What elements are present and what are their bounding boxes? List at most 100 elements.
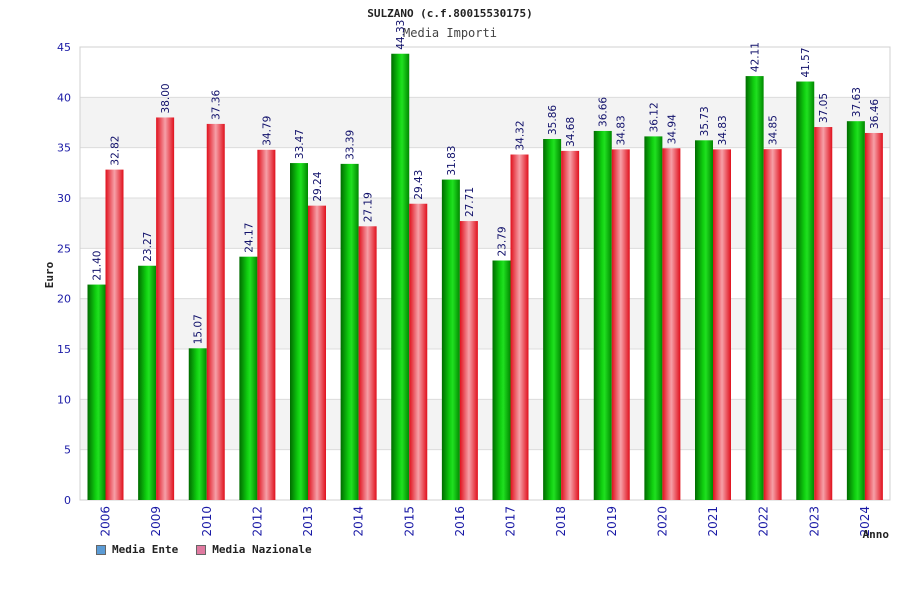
bar-media-ente <box>644 136 663 500</box>
value-label: 36.46 <box>869 99 881 129</box>
legend-item-media-nazionale: Media Nazionale <box>196 543 312 556</box>
value-label: 23.79 <box>497 226 509 256</box>
x-tick-label: 2006 <box>99 506 113 537</box>
value-label: 34.68 <box>565 117 577 147</box>
bar-media-ente <box>239 256 258 500</box>
legend-swatch-media-nazionale <box>196 544 207 555</box>
value-label: 29.43 <box>413 170 425 200</box>
value-label: 37.05 <box>818 93 830 123</box>
x-tick-label: 2024 <box>858 506 872 537</box>
value-label: 38.00 <box>160 83 172 113</box>
value-label: 37.36 <box>211 90 223 120</box>
y-tick-label: 5 <box>64 444 71 457</box>
value-label: 24.17 <box>243 223 255 253</box>
x-tick-label: 2021 <box>706 506 720 537</box>
bar-media-nazionale <box>358 226 377 500</box>
x-tick-label: 2013 <box>301 506 315 537</box>
y-tick-label: 0 <box>64 494 71 507</box>
y-tick-label: 35 <box>57 142 71 155</box>
bar-media-nazionale <box>206 123 225 500</box>
bar-media-nazionale <box>611 149 630 501</box>
value-label: 32.82 <box>110 136 122 166</box>
x-tick-label: 2022 <box>757 506 771 537</box>
y-tick-label: 25 <box>57 242 71 255</box>
bar-media-ente <box>695 140 713 500</box>
value-labels: 21.40 32.82 23.27 38.00 15.07 37.36 24.17 34.79… <box>92 20 881 345</box>
y-axis-ticks: 0 5 10 15 20 25 30 35 40 45 <box>57 41 71 507</box>
grid-band <box>80 47 890 98</box>
bar-media-nazionale <box>814 127 833 500</box>
y-tick-label: 40 <box>57 91 71 104</box>
bar-media-nazionale <box>105 169 124 500</box>
bar-media-ente <box>543 139 562 500</box>
bar-media-nazionale <box>561 150 580 500</box>
x-tick-label: 2009 <box>149 506 163 537</box>
y-axis-label: Euro <box>43 261 56 288</box>
x-axis-ticks: 2006 2009 2010 2012 2013 2014 2015 2016 2017 2018… <box>99 506 872 537</box>
value-label: 27.71 <box>464 187 476 217</box>
bars <box>87 53 883 501</box>
x-tick-label: 2020 <box>655 506 669 537</box>
value-label: 34.85 <box>768 115 780 145</box>
bar-media-ente <box>340 163 359 500</box>
value-label: 34.32 <box>515 120 527 150</box>
bar-media-nazionale <box>409 203 428 500</box>
bar-media-ente <box>188 348 207 500</box>
plot-frame <box>79 46 891 501</box>
value-label: 44.33 <box>395 20 407 50</box>
bar-media-nazionale <box>864 132 883 500</box>
bar-media-ente <box>492 260 511 500</box>
value-label: 36.66 <box>598 97 610 127</box>
x-tick-label: 2014 <box>352 506 366 537</box>
value-label: 35.86 <box>547 105 559 135</box>
bar-media-ente <box>391 53 410 501</box>
value-label: 42.11 <box>750 42 762 72</box>
value-label: 34.94 <box>666 114 678 144</box>
y-tick-label: 20 <box>57 293 71 306</box>
value-label: 35.73 <box>699 106 711 136</box>
chart-title: SULZANO (c.f.80015530175) <box>367 7 533 20</box>
bar-media-ente <box>593 130 612 500</box>
bar-media-nazionale <box>662 148 681 500</box>
x-tick-label: 2016 <box>453 506 467 537</box>
bar-media-nazionale <box>156 117 175 500</box>
bar-media-ente <box>138 265 157 500</box>
bar-media-nazionale <box>257 149 276 500</box>
x-tick-label: 2018 <box>554 506 568 537</box>
bar-media-nazionale <box>308 205 326 500</box>
y-tick-label: 30 <box>57 192 71 205</box>
value-label: 34.79 <box>261 116 273 146</box>
bar-media-ente <box>796 81 815 501</box>
value-label: 15.07 <box>193 314 205 344</box>
bar-media-nazionale <box>459 221 478 500</box>
value-label: 21.40 <box>92 251 104 281</box>
bar-media-ente <box>441 179 460 500</box>
x-tick-label: 2010 <box>200 506 214 537</box>
y-tick-label: 15 <box>57 343 71 356</box>
value-label: 34.83 <box>717 115 729 145</box>
y-tick-label: 10 <box>57 393 71 406</box>
x-tick-label: 2017 <box>504 506 518 537</box>
bar-media-nazionale <box>510 154 529 500</box>
legend-label-media-nazionale: Media Nazionale <box>212 543 312 556</box>
chart-subtitle: Media Importi <box>403 26 497 40</box>
bar-media-ente <box>846 121 865 500</box>
legend-label-media-ente: Media Ente <box>112 543 179 556</box>
x-tick-label: 2015 <box>402 506 416 537</box>
value-label: 23.27 <box>142 232 154 262</box>
value-label: 41.57 <box>800 47 812 77</box>
bar-media-nazionale <box>713 149 731 501</box>
x-tick-label: 2023 <box>807 506 821 537</box>
x-tick-label: 2019 <box>605 506 619 537</box>
value-label: 37.63 <box>851 87 863 117</box>
legend: Media Ente Media Nazionale <box>96 543 312 556</box>
bar-media-ente <box>290 163 308 500</box>
value-label: 31.83 <box>446 146 458 176</box>
y-tick-label: 45 <box>57 41 71 54</box>
value-label: 29.24 <box>312 171 324 201</box>
legend-item-media-ente: Media Ente <box>96 543 178 556</box>
bar-media-ente <box>745 76 764 501</box>
value-label: 36.12 <box>648 102 660 132</box>
value-label: 27.19 <box>363 192 375 222</box>
